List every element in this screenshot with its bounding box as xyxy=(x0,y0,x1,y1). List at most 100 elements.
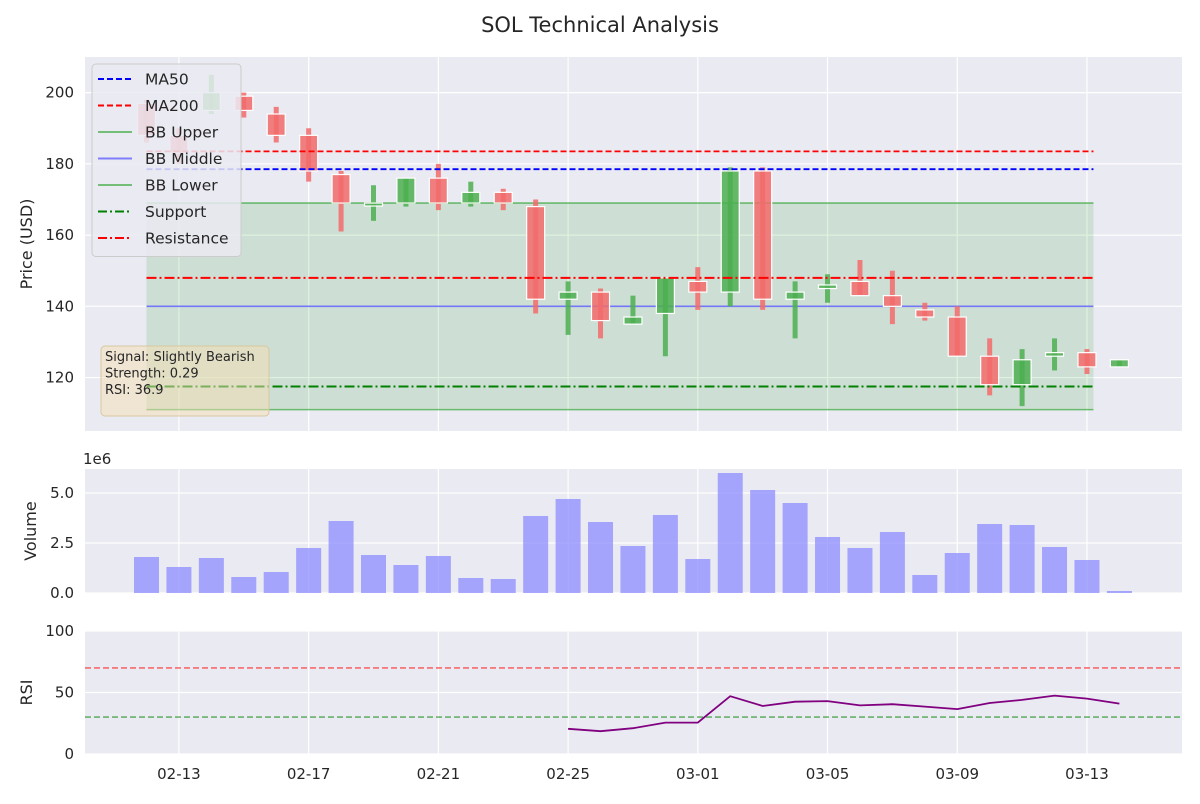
candle xyxy=(655,277,675,357)
volume-bar xyxy=(296,548,322,593)
candle xyxy=(980,338,1000,396)
volume-bar xyxy=(977,524,1003,593)
candle xyxy=(1012,349,1032,407)
volume-bar xyxy=(685,559,711,593)
x-tick-label: 03-05 xyxy=(806,765,850,783)
candle-body xyxy=(396,177,416,204)
candle-body xyxy=(720,170,740,293)
candle-body xyxy=(655,277,675,315)
annotation-line: Strength: 0.29 xyxy=(105,367,199,382)
candle xyxy=(720,167,740,307)
legend-entry: BB Middle xyxy=(98,150,222,168)
volume-axis-label: Volume xyxy=(21,501,40,561)
chart-title: SOL Technical Analysis xyxy=(481,13,719,37)
legend-entry: Support xyxy=(98,203,206,221)
legend-label: MA200 xyxy=(145,97,199,115)
rsi-tick-label: 100 xyxy=(45,622,74,640)
candle-body xyxy=(1109,359,1130,368)
candle xyxy=(817,274,838,303)
volume-bar xyxy=(134,557,159,593)
volume-bar xyxy=(1009,525,1035,593)
volume-bar xyxy=(1042,547,1068,593)
volume-bar xyxy=(588,522,614,593)
legend: MA50 MA200 BB Upper BB Middle BB Lower Suppor… xyxy=(91,63,242,257)
candle xyxy=(1077,349,1097,375)
candle-body xyxy=(493,191,513,204)
candle xyxy=(590,288,611,339)
price-tick-label: 180 xyxy=(45,155,74,173)
price-axis-label: Price (USD) xyxy=(17,199,36,290)
volume-offset-label: 1e6 xyxy=(83,450,111,468)
candle xyxy=(623,295,643,325)
annotation-line: Signal: Slightly Bearish xyxy=(105,350,255,365)
x-tick-label: 02-25 xyxy=(546,765,590,783)
candle xyxy=(850,260,870,297)
rsi-axis-label: RSI xyxy=(17,680,36,706)
candle xyxy=(363,185,384,221)
candle-body xyxy=(817,284,838,290)
annotation-box xyxy=(100,345,270,417)
candle xyxy=(947,306,967,357)
candle xyxy=(753,167,773,310)
volume-bar xyxy=(458,578,484,593)
candle-body xyxy=(331,173,351,204)
candle xyxy=(1109,359,1130,368)
candle-body xyxy=(623,316,643,325)
candle xyxy=(266,106,286,143)
volume-bar xyxy=(879,532,905,593)
volume-bar xyxy=(717,473,743,593)
volume-bar xyxy=(198,558,224,593)
candle xyxy=(396,177,416,207)
legend-label: MA50 xyxy=(145,71,189,89)
legend-label: Support xyxy=(145,203,206,221)
candle-body xyxy=(590,291,611,322)
volume-bar xyxy=(231,577,257,593)
price-tick-label: 200 xyxy=(45,84,74,102)
annotation-line: RSI: 36.9 xyxy=(105,383,164,398)
volume-bar xyxy=(555,499,581,593)
legend-label: Resistance xyxy=(145,230,229,248)
x-axis: 02-13 02-17 02-21 02-25 03-01 03-05 03-09 03-13 xyxy=(157,765,1109,783)
candle-body xyxy=(688,280,708,293)
candle xyxy=(428,163,448,211)
x-tick-label: 02-21 xyxy=(417,765,461,783)
volume-bar xyxy=(166,567,192,593)
candle-body xyxy=(461,191,481,204)
candle-body xyxy=(753,170,773,300)
candle xyxy=(688,267,708,310)
volume-bar xyxy=(944,553,970,593)
candle xyxy=(785,281,805,339)
candle-body xyxy=(1077,352,1097,368)
volume-tick-label: 5.0 xyxy=(50,484,74,502)
x-tick-label: 02-13 xyxy=(157,765,201,783)
x-tick-label: 03-09 xyxy=(935,765,979,783)
volume-bar xyxy=(750,490,776,593)
x-tick-label: 02-17 xyxy=(287,765,331,783)
legend-label: BB Lower xyxy=(145,177,218,195)
legend-label: BB Upper xyxy=(145,124,219,142)
candle xyxy=(526,199,546,314)
candle-body xyxy=(980,355,1000,386)
legend-entry: MA200 xyxy=(98,97,199,115)
volume-tick-label: 2.5 xyxy=(50,534,74,552)
legend-entry: BB Upper xyxy=(98,124,219,142)
candle xyxy=(558,281,578,335)
candle-body xyxy=(882,295,902,307)
volume-bar xyxy=(815,537,841,593)
volume-tick-label: 0.0 xyxy=(50,584,74,602)
volume-bar xyxy=(1106,591,1132,593)
candle-body xyxy=(1044,352,1065,357)
legend-entry: BB Lower xyxy=(98,177,218,195)
candle-body xyxy=(1012,359,1032,386)
volume-bar xyxy=(652,515,678,593)
candle-body xyxy=(526,206,546,300)
volume-bar xyxy=(782,503,808,593)
volume-bar xyxy=(263,572,289,593)
candle xyxy=(461,181,481,207)
candle xyxy=(331,170,351,232)
volume-bar xyxy=(620,546,646,593)
volume-bar xyxy=(912,575,938,593)
candle xyxy=(493,188,513,211)
